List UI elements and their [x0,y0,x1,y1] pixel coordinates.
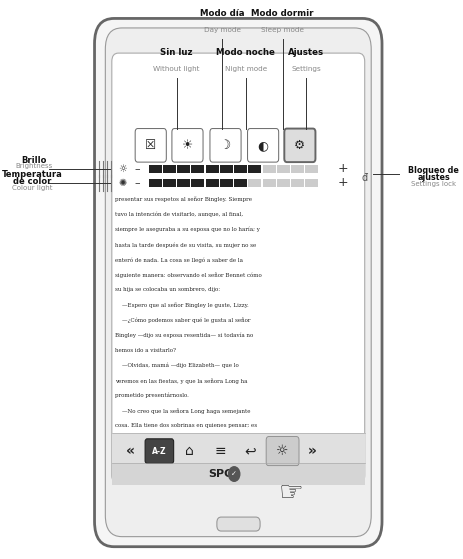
Bar [249,165,262,173]
Text: ≡: ≡ [214,444,225,458]
Text: –: – [135,164,141,174]
Bar [191,165,204,173]
Text: ⚙: ⚙ [294,139,306,152]
FancyBboxPatch shape [135,129,166,162]
Bar [163,165,176,173]
Text: Night mode: Night mode [225,66,267,72]
FancyBboxPatch shape [210,129,241,162]
Text: Bingley —dijo su esposa resentida— si todavía no: Bingley —dijo su esposa resentida— si to… [115,333,253,338]
Bar [177,165,190,173]
Text: đ: đ [362,173,368,183]
Text: Ajustes: Ajustes [288,48,325,57]
Text: veremos en las fiestas, y que la señora Long ha: veremos en las fiestas, y que la señora … [115,378,247,383]
Text: presentar sus respetos al señor Bingley. Siempre: presentar sus respetos al señor Bingley.… [115,197,252,202]
FancyBboxPatch shape [217,517,260,531]
Text: Day mode: Day mode [204,27,241,33]
Bar [277,165,290,173]
Bar [291,179,304,187]
Text: Colour light: Colour light [12,186,52,191]
FancyBboxPatch shape [112,53,365,484]
Text: prometido presentárnoslo.: prometido presentárnoslo. [115,393,189,399]
Text: ajustes: ajustes [418,173,450,182]
Text: Modo noche: Modo noche [216,48,275,57]
Bar [191,179,204,187]
Bar [112,463,365,485]
Text: ☼: ☼ [276,444,289,458]
Text: —No creo que la señora Long haga semejante: —No creo que la señora Long haga semejan… [115,408,250,414]
Text: Bloqueo de: Bloqueo de [408,166,459,175]
Bar [220,165,233,173]
Text: —Espero que al señor Bingley le guste, Lizzy.: —Espero que al señor Bingley le guste, L… [115,302,249,308]
Text: +: + [338,176,349,190]
Text: cosa. Ella tiene dos sobrinas en quienes pensar; es: cosa. Ella tiene dos sobrinas en quienes… [115,423,257,428]
Bar [234,179,247,187]
Text: —¿Cómo podemos saber qué le gusta al señor: —¿Cómo podemos saber qué le gusta al señ… [115,318,250,323]
Text: ⌂: ⌂ [185,444,194,458]
Bar [206,165,219,173]
Bar [306,179,319,187]
Bar [249,179,262,187]
Text: siguiente manera: observando el señor Bennet cómo: siguiente manera: observando el señor Be… [115,272,262,278]
Text: ✓: ✓ [231,471,237,477]
Text: tuvo la intención de visitarlo, aunque, al final,: tuvo la intención de visitarlo, aunque, … [115,212,243,217]
Text: Sin luz: Sin luz [160,48,193,57]
Bar [149,165,162,173]
Text: ☒: ☒ [145,139,156,152]
Text: «: « [126,444,135,458]
Text: +: + [338,162,349,176]
Text: Without light: Without light [153,66,200,72]
Bar [234,165,247,173]
Text: Settings lock: Settings lock [411,181,457,187]
Text: siempre le aseguraba a su esposa que no lo haría; y: siempre le aseguraba a su esposa que no … [115,227,260,233]
Bar [177,179,190,187]
FancyBboxPatch shape [106,28,371,537]
Text: —Olvidas, mamá —dijo Elizabeth— que lo: —Olvidas, mamá —dijo Elizabeth— que lo [115,363,238,368]
Text: ☽: ☽ [220,139,231,152]
Bar [263,179,275,187]
Text: Brightness: Brightness [15,163,53,169]
Circle shape [229,467,240,481]
FancyBboxPatch shape [145,439,174,463]
Text: de color: de color [13,177,51,186]
Bar [263,165,275,173]
Text: ✺: ✺ [119,178,127,188]
FancyBboxPatch shape [94,18,382,547]
Bar [306,165,319,173]
Text: Modo día: Modo día [200,9,244,18]
FancyBboxPatch shape [284,129,315,162]
Bar [277,179,290,187]
Text: ☼: ☼ [118,164,127,174]
Text: Temperatura: Temperatura [1,170,62,179]
Text: ☞: ☞ [279,479,304,507]
Text: ☀: ☀ [182,139,193,152]
Bar [206,179,219,187]
FancyBboxPatch shape [172,129,203,162]
Text: su hija se colocaba un sombrero, dijo:: su hija se colocaba un sombrero, dijo: [115,287,220,292]
Bar [163,179,176,187]
Text: enteró de nada. La cosa se llegó a saber de la: enteró de nada. La cosa se llegó a saber… [115,257,243,263]
Text: hasta la tarde después de su visita, su mujer no se: hasta la tarde después de su visita, su … [115,242,256,248]
Text: Modo dormir: Modo dormir [251,9,314,18]
Text: –: – [135,178,141,188]
Text: Settings: Settings [292,66,321,72]
Text: Brillo: Brillo [21,156,47,165]
FancyBboxPatch shape [266,437,299,466]
Bar [291,165,304,173]
Bar [149,179,162,187]
Bar [220,179,233,187]
Bar [112,433,365,470]
Text: hemos ido a visitarlo?: hemos ido a visitarlo? [115,348,176,353]
Text: ↩: ↩ [244,444,256,458]
Text: Sleep mode: Sleep mode [261,27,304,33]
Text: SPC: SPC [208,469,232,479]
Text: A-Z: A-Z [152,447,167,456]
FancyBboxPatch shape [248,129,279,162]
Text: »: » [307,444,316,458]
Text: ◐: ◐ [258,139,269,152]
